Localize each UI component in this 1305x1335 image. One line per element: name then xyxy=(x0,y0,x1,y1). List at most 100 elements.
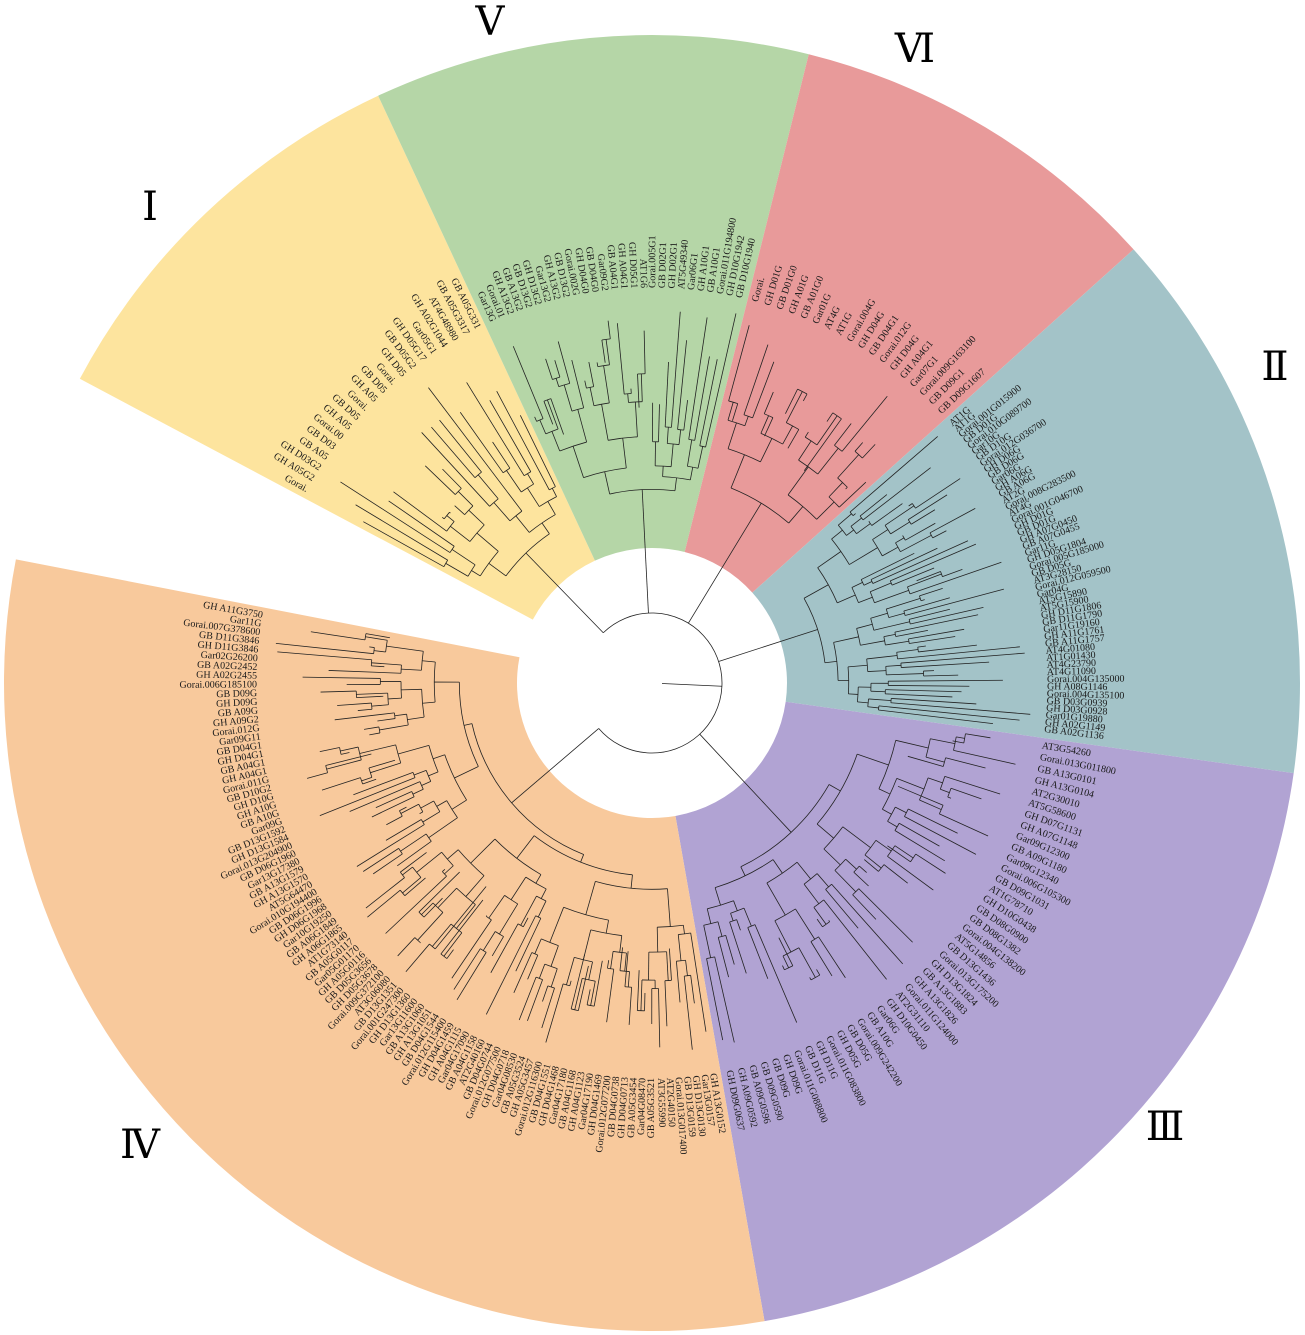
terminal-branch xyxy=(903,597,950,612)
clade-label-i: Ⅰ xyxy=(142,184,158,230)
internal-branch xyxy=(394,713,407,717)
internal-node-arc xyxy=(953,736,957,751)
terminal-branch xyxy=(527,979,543,1021)
internal-branch xyxy=(796,861,811,880)
internal-node-arc xyxy=(784,965,794,971)
leaf-label: GH D03G0928 xyxy=(1046,703,1108,718)
terminal-branch xyxy=(706,958,724,1041)
internal-node-arc xyxy=(563,983,570,987)
terminal-branch xyxy=(404,877,426,896)
internal-branch xyxy=(574,978,583,1010)
internal-branch xyxy=(782,955,790,968)
terminal-branch xyxy=(306,772,328,779)
terminal-branch xyxy=(764,417,774,437)
internal-branch xyxy=(703,925,712,958)
terminal-branch xyxy=(453,948,481,990)
terminal-branch xyxy=(421,432,490,507)
terminal-branch xyxy=(825,889,859,929)
clade-sector-ii xyxy=(752,249,1300,774)
internal-branch xyxy=(516,835,535,859)
internal-node-arc xyxy=(608,436,638,441)
internal-node-arc xyxy=(810,936,819,942)
terminal-branch xyxy=(385,819,422,841)
terminal-branch xyxy=(363,521,445,568)
terminal-branch xyxy=(802,393,808,402)
internal-branch xyxy=(787,466,809,496)
leaf-label: GH D09G xyxy=(216,697,258,710)
internal-branch xyxy=(846,529,854,536)
internal-branch xyxy=(831,529,843,540)
internal-node-arc xyxy=(883,636,886,646)
terminal-branch xyxy=(898,822,940,847)
internal-node-arc xyxy=(939,805,944,814)
internal-node-arc xyxy=(628,401,643,403)
internal-node-arc xyxy=(547,985,555,989)
terminal-branch xyxy=(920,599,925,602)
internal-branch xyxy=(470,838,496,864)
internal-branch xyxy=(890,521,910,535)
leaf-label: GH A08G1146 xyxy=(1047,681,1108,693)
internal-branch xyxy=(760,415,769,434)
internal-node-arc xyxy=(543,398,552,402)
clade-label-vi: Ⅵ xyxy=(894,26,935,72)
internal-node-arc xyxy=(849,511,854,516)
terminal-branch xyxy=(909,608,951,620)
terminal-branch xyxy=(910,606,984,625)
terminal-branch xyxy=(834,423,852,446)
terminal-branch xyxy=(492,441,511,469)
terminal-branch xyxy=(900,652,1025,664)
terminal-branch xyxy=(275,642,374,655)
internal-branch xyxy=(370,762,401,774)
terminal-branch xyxy=(942,569,963,578)
terminal-branch xyxy=(550,398,564,435)
internal-branch xyxy=(373,650,386,653)
internal-node-arc xyxy=(850,526,857,534)
terminal-branch xyxy=(334,712,395,721)
internal-branch xyxy=(566,957,575,985)
leaf-label: AT4G11090 xyxy=(1047,666,1096,678)
terminal-branch xyxy=(809,977,812,981)
terminal-branch xyxy=(909,561,1002,595)
internal-node-arc xyxy=(847,666,850,694)
internal-branch xyxy=(451,799,467,810)
leaf-label: GH A02G2455 xyxy=(196,670,257,682)
terminal-branch xyxy=(534,416,537,422)
internal-branch xyxy=(540,888,547,899)
internal-node-arc xyxy=(411,791,415,797)
terminal-branch xyxy=(952,740,964,744)
terminal-branch xyxy=(319,777,416,817)
internal-branch xyxy=(885,664,902,667)
internal-branch xyxy=(858,596,873,604)
internal-branch xyxy=(463,723,473,726)
terminal-branch xyxy=(694,356,710,441)
internal-branch xyxy=(471,570,481,577)
internal-branch xyxy=(900,534,932,553)
terminal-branch xyxy=(853,871,869,887)
internal-branch xyxy=(371,704,389,707)
internal-node-arc xyxy=(450,923,463,934)
clade-stem xyxy=(688,528,746,624)
internal-branch xyxy=(550,968,558,988)
internal-branch xyxy=(422,660,436,663)
terminal-branch xyxy=(909,636,956,644)
terminal-branch xyxy=(894,830,945,862)
internal-branch xyxy=(833,636,859,643)
terminal-branch xyxy=(375,791,412,809)
clade-sectors xyxy=(3,35,1300,1331)
terminal-branch xyxy=(596,362,599,367)
internal-branch xyxy=(604,471,611,495)
internal-branch xyxy=(882,808,892,815)
internal-branch xyxy=(444,865,454,875)
terminal-branch xyxy=(349,781,421,812)
terminal-branch xyxy=(852,894,877,920)
clade-sector-vi xyxy=(684,54,1134,593)
internal-branch xyxy=(627,393,629,403)
terminal-branch xyxy=(664,980,668,1027)
terminal-branch xyxy=(838,481,867,508)
internal-branch xyxy=(850,517,862,527)
internal-branch xyxy=(888,612,905,618)
internal-node-arc xyxy=(902,535,906,541)
terminal-branch xyxy=(816,918,823,928)
leaf-label: GB D04G0738 xyxy=(606,1076,622,1138)
terminal-branch xyxy=(636,970,640,1011)
